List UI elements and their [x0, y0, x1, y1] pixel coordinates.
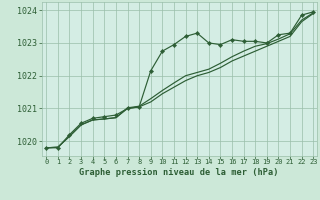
X-axis label: Graphe pression niveau de la mer (hPa): Graphe pression niveau de la mer (hPa) [79, 168, 279, 177]
